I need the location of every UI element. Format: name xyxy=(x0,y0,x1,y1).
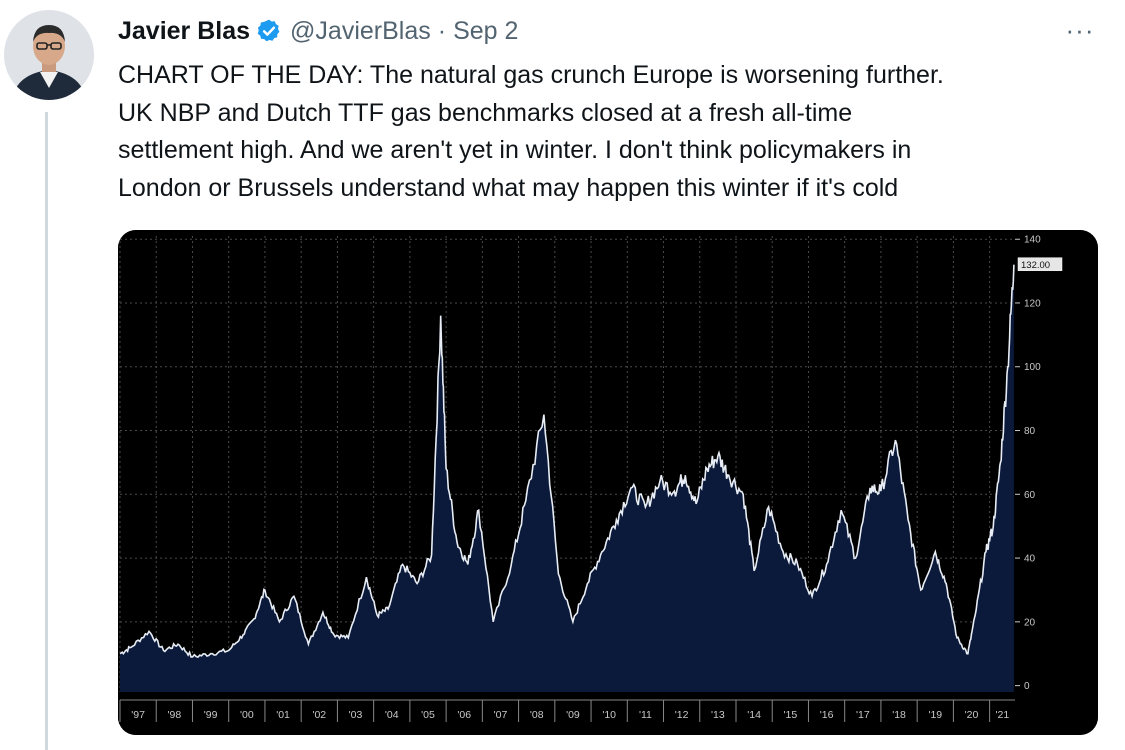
y-tick-label: 0 xyxy=(1024,681,1030,692)
tweet-text-line: UK NBP and Dutch TTF gas benchmarks clos… xyxy=(118,98,853,127)
x-axis-strip xyxy=(118,696,1017,735)
x-tick-label: '09 xyxy=(566,709,580,721)
y-tick-label: 80 xyxy=(1024,426,1036,437)
tweet-text-line: settlement high. And we aren't yet in wi… xyxy=(118,136,912,164)
x-tick-label: '16 xyxy=(820,709,834,721)
chart-image[interactable]: 0 20 40 60 80 100 120 140 132.00 '97 '98 '99 '00 '01 '… xyxy=(118,230,1098,735)
x-tick-label: '06 xyxy=(457,709,471,721)
x-tick-label: '07 xyxy=(494,709,508,721)
series-line xyxy=(119,264,1015,659)
thread-line xyxy=(45,112,48,750)
x-tick-label: '08 xyxy=(530,709,544,721)
x-tick-label: '02 xyxy=(312,709,326,721)
x-tick-label: '05 xyxy=(421,709,435,721)
tweet-text: CHART OF THE DAY: The natural gas crunch… xyxy=(118,57,1108,207)
x-tick-label: '98 xyxy=(168,709,182,721)
x-tick-label: '20 xyxy=(965,709,979,721)
x-tick-label: '03 xyxy=(349,709,363,721)
x-tick-label: '15 xyxy=(784,709,798,721)
y-tick-label: 60 xyxy=(1024,490,1036,501)
tweet-text-line: London or Brussels understand what may h… xyxy=(118,173,899,202)
x-tick-label: '11 xyxy=(639,709,652,721)
avatar[interactable] xyxy=(4,10,94,100)
x-tick-label: '14 xyxy=(747,709,761,721)
last-value-box xyxy=(1017,257,1063,271)
x-tick-label: '13 xyxy=(711,709,725,721)
x-tick-label: '97 xyxy=(131,709,145,721)
tweet-text-line: CHART OF THE DAY: The natural gas crunch… xyxy=(118,61,944,89)
x-tick-label: '21 xyxy=(995,709,1009,721)
last-value-label: 132.00 xyxy=(1021,260,1050,271)
tweet-header: Javier Blas @JavierBlas · Sep 2 xyxy=(118,14,518,48)
gas-price-chart: 0 20 40 60 80 100 120 140 132.00 '97 '98 '99 '00 '01 '… xyxy=(118,230,1098,735)
separator-dot: · xyxy=(437,16,447,45)
x-tick-label: '00 xyxy=(240,709,254,721)
x-tick-label: '19 xyxy=(928,709,942,721)
y-tick-label: 120 xyxy=(1024,298,1041,309)
more-options-icon[interactable]: ··· xyxy=(1065,15,1095,45)
y-tick-label: 40 xyxy=(1024,554,1036,565)
series-area xyxy=(120,264,1014,692)
x-tick-label: '10 xyxy=(602,709,616,721)
x-tick-label: '12 xyxy=(675,709,689,721)
x-tick-label: '99 xyxy=(204,709,218,721)
verified-badge-icon xyxy=(256,18,282,44)
x-tick-label: '04 xyxy=(385,709,399,721)
y-tick-label: 20 xyxy=(1024,617,1036,628)
tweet-date[interactable]: Sep 2 xyxy=(453,16,519,45)
author-handle[interactable]: @JavierBlas xyxy=(290,16,431,45)
x-tick-label: '18 xyxy=(892,709,906,721)
x-tick-label: '17 xyxy=(856,709,870,721)
x-tick-label: '01 xyxy=(276,709,290,721)
y-tick-label: 100 xyxy=(1024,362,1041,373)
author-name[interactable]: Javier Blas xyxy=(118,16,251,45)
y-tick-label: 140 xyxy=(1024,235,1041,246)
